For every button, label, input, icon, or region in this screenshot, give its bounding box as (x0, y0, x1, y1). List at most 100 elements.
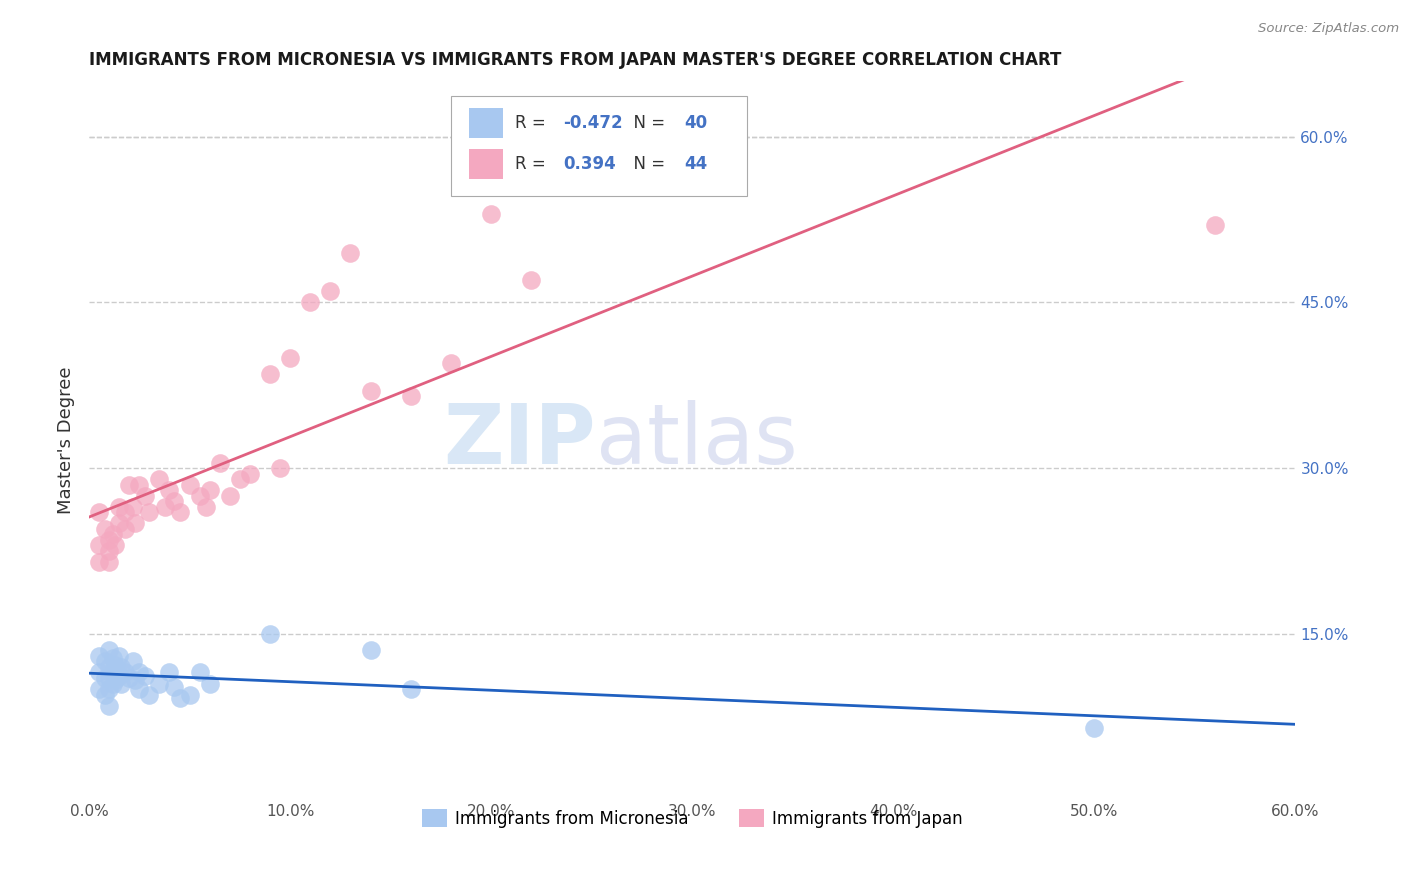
Point (122, 500, 145, 514)
Point (98, 643, 121, 657)
Point (162, 494, 184, 508)
Point (103, 527, 125, 541)
Point (155, 500, 177, 514)
Point (87, 555, 110, 569)
Point (229, 472, 252, 486)
Text: Source: ZipAtlas.com: Source: ZipAtlas.com (1258, 22, 1399, 36)
FancyBboxPatch shape (451, 95, 747, 196)
Text: 0.394: 0.394 (564, 155, 616, 173)
Point (98, 671, 121, 685)
Text: R =: R = (515, 155, 557, 173)
Point (103, 665, 125, 680)
Point (169, 505, 191, 519)
Point (148, 676, 170, 690)
Point (124, 673, 146, 688)
Point (188, 489, 211, 503)
Point (360, 643, 382, 657)
Point (278, 351, 301, 365)
Point (118, 477, 141, 491)
Bar (470, 108, 503, 138)
Point (162, 680, 184, 694)
Point (128, 477, 150, 491)
Point (259, 627, 281, 641)
Bar (470, 149, 503, 179)
Point (440, 356, 463, 370)
Point (98, 544, 121, 558)
Point (124, 516, 146, 531)
Point (98, 555, 121, 569)
Point (299, 295, 322, 310)
Point (87, 538, 110, 552)
Point (118, 671, 141, 685)
Point (188, 665, 211, 680)
Text: N =: N = (623, 155, 671, 173)
Point (110, 660, 132, 674)
Point (148, 472, 170, 486)
Point (399, 389, 422, 403)
Point (269, 461, 291, 475)
Point (134, 489, 156, 503)
Point (198, 676, 221, 690)
Point (104, 657, 127, 672)
Point (208, 456, 231, 470)
Point (159, 665, 181, 680)
Point (103, 676, 125, 690)
Point (87, 648, 110, 663)
Point (138, 505, 160, 519)
Text: R =: R = (515, 114, 551, 132)
Point (179, 688, 201, 702)
Point (103, 651, 125, 665)
Text: 40: 40 (683, 114, 707, 132)
Point (104, 673, 127, 688)
Point (110, 676, 132, 690)
Point (104, 538, 127, 552)
Point (114, 522, 136, 536)
Point (87, 665, 110, 680)
Point (98, 660, 121, 674)
Point (122, 654, 145, 668)
Point (319, 285, 342, 299)
Point (399, 681, 422, 696)
Point (87, 681, 110, 696)
Text: 44: 44 (683, 155, 707, 173)
Point (94, 522, 117, 536)
Legend: Immigrants from Micronesia, Immigrants from Japan: Immigrants from Micronesia, Immigrants f… (415, 803, 969, 834)
Point (179, 477, 201, 491)
Y-axis label: Master's Degree: Master's Degree (58, 367, 75, 514)
Point (218, 489, 240, 503)
Point (194, 500, 217, 514)
Point (87, 505, 110, 519)
Text: ZIP: ZIP (443, 400, 596, 481)
Point (259, 367, 281, 381)
Text: -0.472: -0.472 (564, 114, 623, 132)
Text: IMMIGRANTS FROM MICRONESIA VS IMMIGRANTS FROM JAPAN MASTER'S DEGREE CORRELATION : IMMIGRANTS FROM MICRONESIA VS IMMIGRANTS… (89, 51, 1062, 69)
Point (94, 654, 117, 668)
Point (108, 648, 131, 663)
Point (108, 516, 131, 531)
Point (520, 273, 543, 287)
Point (128, 681, 150, 696)
Point (114, 505, 136, 519)
Point (239, 467, 262, 481)
Text: atlas: atlas (596, 400, 797, 481)
Point (134, 669, 156, 683)
Point (138, 688, 160, 702)
Point (479, 207, 502, 221)
Point (1204, 218, 1226, 232)
Point (360, 384, 382, 398)
Point (114, 665, 136, 680)
Point (108, 500, 131, 514)
Point (169, 690, 191, 705)
Point (98, 681, 121, 696)
Point (159, 483, 181, 498)
Point (94, 671, 117, 685)
Point (98, 533, 121, 547)
Point (339, 245, 361, 260)
Point (128, 665, 150, 680)
Point (105, 662, 128, 676)
Point (198, 483, 221, 498)
Point (98, 698, 121, 713)
Point (1083, 721, 1105, 735)
Text: N =: N = (623, 114, 671, 132)
Point (108, 669, 131, 683)
